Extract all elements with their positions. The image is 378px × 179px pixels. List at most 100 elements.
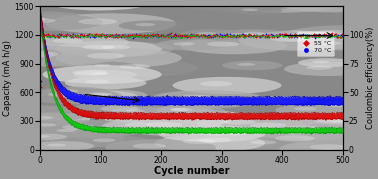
Circle shape	[242, 130, 374, 151]
Point	[119, 34, 125, 37]
Point	[218, 35, 224, 38]
Point	[239, 33, 245, 36]
Point	[91, 33, 97, 36]
Point	[161, 34, 167, 37]
Point	[200, 34, 206, 37]
Point	[309, 34, 315, 37]
Point	[256, 34, 262, 37]
Point	[69, 34, 75, 37]
Circle shape	[0, 14, 103, 31]
Point	[323, 34, 329, 37]
Point	[269, 35, 275, 38]
Point	[197, 34, 203, 37]
Circle shape	[8, 16, 46, 22]
Point	[326, 34, 332, 37]
Point	[96, 33, 102, 36]
Point	[266, 35, 273, 38]
Point	[329, 34, 335, 37]
Point	[315, 35, 321, 38]
Circle shape	[105, 139, 216, 156]
Point	[86, 33, 92, 36]
Point	[200, 34, 206, 37]
Circle shape	[287, 129, 319, 134]
Point	[185, 34, 191, 37]
Point	[99, 33, 105, 36]
Point	[219, 34, 225, 37]
Point	[310, 34, 316, 37]
Point	[201, 34, 207, 37]
Point	[218, 35, 224, 38]
Circle shape	[74, 91, 137, 101]
Point	[102, 35, 108, 38]
Circle shape	[45, 13, 176, 34]
Point	[160, 35, 166, 38]
Point	[156, 33, 163, 36]
Point	[316, 33, 322, 36]
Point	[124, 34, 130, 37]
Point	[194, 34, 200, 37]
Point	[119, 34, 125, 37]
Point	[118, 33, 124, 36]
Point	[155, 36, 161, 39]
Point	[293, 34, 299, 37]
Point	[214, 34, 220, 37]
Point	[211, 34, 217, 37]
Circle shape	[24, 18, 56, 23]
Point	[74, 34, 80, 37]
Point	[281, 33, 287, 36]
Point	[88, 33, 94, 36]
Point	[40, 34, 46, 37]
Point	[121, 34, 127, 37]
Point	[44, 33, 50, 36]
Point	[137, 35, 143, 38]
Point	[280, 35, 286, 37]
Point	[329, 32, 335, 35]
Point	[55, 35, 61, 38]
Point	[199, 35, 205, 38]
Point	[96, 35, 102, 38]
Point	[242, 35, 248, 38]
Point	[45, 35, 51, 38]
Point	[184, 35, 190, 38]
Point	[194, 33, 200, 36]
Circle shape	[284, 62, 372, 76]
Point	[263, 35, 269, 38]
Point	[125, 35, 131, 38]
Point	[61, 34, 67, 37]
Point	[197, 34, 203, 37]
Point	[139, 34, 146, 37]
Point	[297, 35, 303, 38]
Point	[290, 34, 296, 37]
Point	[262, 34, 268, 37]
Point	[152, 33, 158, 36]
Point	[135, 35, 141, 37]
Point	[161, 35, 167, 38]
Circle shape	[117, 117, 235, 136]
Point	[332, 34, 338, 37]
Point	[298, 34, 304, 37]
Circle shape	[68, 100, 196, 121]
Point	[212, 34, 218, 37]
Point	[132, 35, 138, 38]
Point	[187, 36, 193, 39]
Point	[124, 35, 130, 38]
Point	[116, 34, 122, 37]
Point	[298, 35, 304, 38]
Point	[334, 34, 340, 37]
Point	[332, 33, 338, 36]
Circle shape	[102, 119, 192, 133]
Point	[147, 33, 153, 36]
Circle shape	[133, 143, 166, 149]
Point	[224, 34, 230, 37]
Point	[122, 34, 129, 37]
Point	[127, 34, 133, 37]
Point	[177, 35, 183, 38]
Point	[155, 35, 161, 38]
Point	[338, 35, 344, 38]
Point	[158, 33, 164, 36]
Point	[121, 34, 127, 37]
Point	[315, 33, 321, 36]
Point	[248, 35, 254, 38]
Circle shape	[275, 135, 315, 141]
Point	[101, 34, 107, 37]
